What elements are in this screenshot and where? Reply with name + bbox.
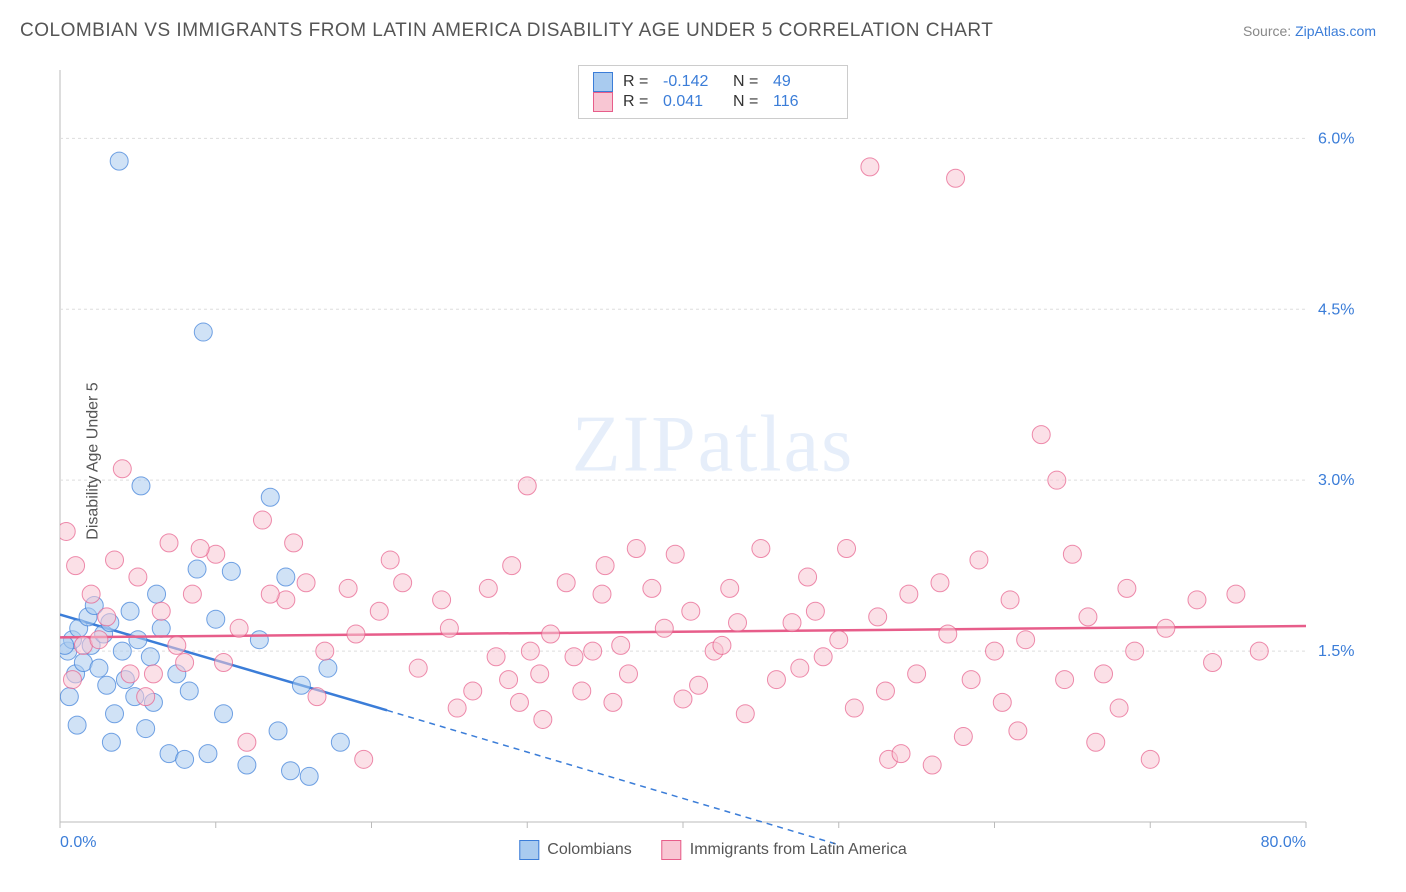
source-prefix: Source: bbox=[1243, 23, 1295, 39]
y-axis-label: Disability Age Under 5 bbox=[85, 382, 103, 539]
series-legend: Colombians Immigrants from Latin America bbox=[519, 840, 906, 860]
legend-swatch bbox=[662, 840, 682, 860]
legend-item: Immigrants from Latin America bbox=[662, 840, 907, 860]
r-label: R = bbox=[623, 93, 653, 111]
r-value: -0.142 bbox=[663, 73, 723, 91]
correlation-row: R = 0.041 N = 116 bbox=[593, 92, 833, 112]
svg-text:6.0%: 6.0% bbox=[1318, 130, 1354, 147]
source-link[interactable]: ZipAtlas.com bbox=[1295, 23, 1376, 39]
n-value: 49 bbox=[773, 73, 833, 91]
r-value: 0.041 bbox=[663, 93, 723, 111]
source-attribution: Source: ZipAtlas.com bbox=[1243, 23, 1376, 39]
n-label: N = bbox=[733, 73, 763, 91]
chart-title: COLOMBIAN VS IMMIGRANTS FROM LATIN AMERI… bbox=[20, 20, 993, 42]
scatter-plot: 1.5% 3.0% 4.5% 6.0% 0.0% 80.0% bbox=[50, 60, 1376, 862]
legend-label: Colombians bbox=[547, 841, 631, 859]
legend-item: Colombians bbox=[519, 840, 631, 860]
svg-text:0.0%: 0.0% bbox=[60, 834, 96, 851]
r-label: R = bbox=[623, 73, 653, 91]
svg-text:4.5%: 4.5% bbox=[1318, 301, 1354, 318]
svg-text:3.0%: 3.0% bbox=[1318, 472, 1354, 489]
n-value: 116 bbox=[773, 93, 833, 111]
header: COLOMBIAN VS IMMIGRANTS FROM LATIN AMERI… bbox=[0, 0, 1406, 52]
svg-text:1.5%: 1.5% bbox=[1318, 643, 1354, 660]
legend-swatch bbox=[519, 840, 539, 860]
correlation-legend: R = -0.142 N = 49 R = 0.041 N = 116 bbox=[578, 65, 848, 119]
correlation-row: R = -0.142 N = 49 bbox=[593, 72, 833, 92]
svg-text:80.0%: 80.0% bbox=[1261, 834, 1306, 851]
legend-swatch bbox=[593, 72, 613, 92]
n-label: N = bbox=[733, 93, 763, 111]
legend-swatch bbox=[593, 92, 613, 112]
legend-label: Immigrants from Latin America bbox=[690, 841, 907, 859]
chart-area: Disability Age Under 5 1.5% 3.0% 4.5% 6.0% 0… bbox=[50, 60, 1376, 862]
